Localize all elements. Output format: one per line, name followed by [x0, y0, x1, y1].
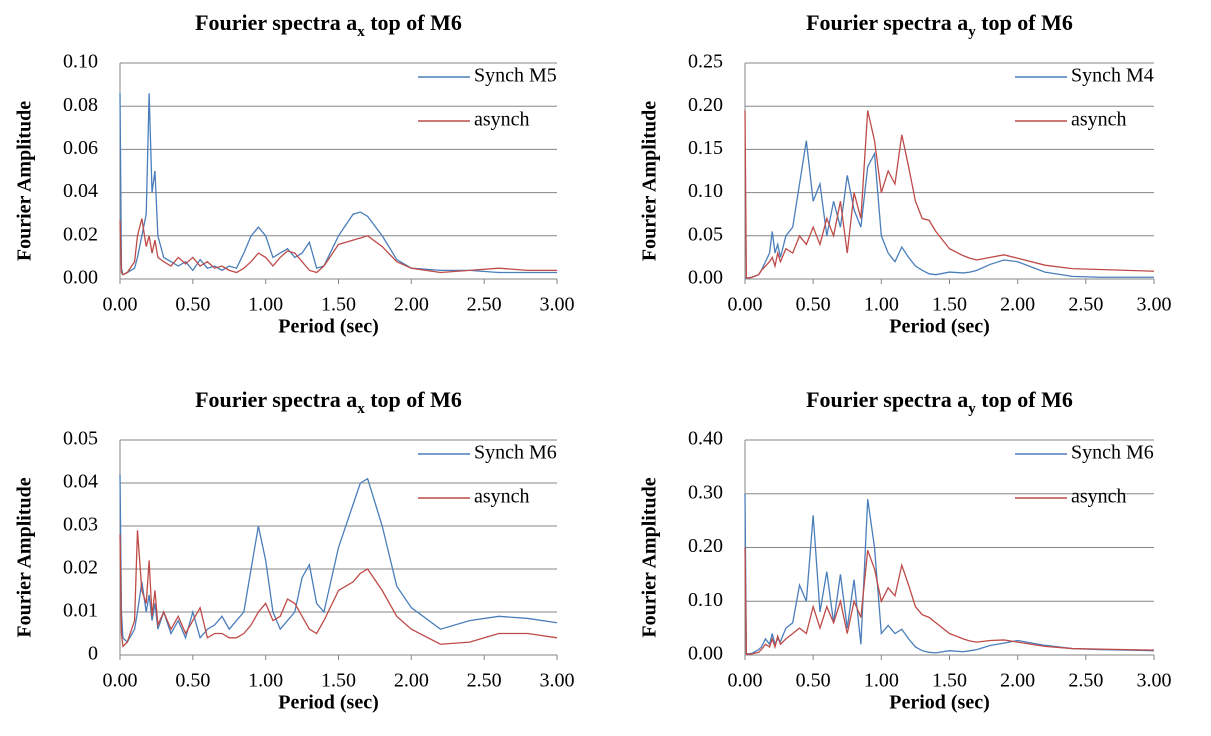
title-part: top of M6 — [976, 10, 1073, 35]
y-axis-label: Fourier Amplitude — [14, 477, 36, 637]
x-tick-label: 1.50 — [932, 670, 967, 692]
x-tick-label: 2.00 — [1000, 294, 1035, 316]
title-part: y — [968, 24, 976, 40]
y-tick-label: 0.06 — [63, 137, 98, 159]
series-line — [744, 110, 1155, 279]
x-tick-label: 0.00 — [103, 670, 138, 692]
series-line — [744, 547, 1155, 656]
y-tick-label: 0.40 — [688, 428, 723, 450]
y-tick-label: 0.10 — [688, 180, 723, 202]
x-tick-label: 2.00 — [394, 294, 429, 316]
x-tick-label: 3.00 — [540, 294, 575, 316]
title-part: x — [357, 24, 365, 40]
x-tick-label: 3.00 — [540, 670, 575, 692]
x-tick-label: 2.50 — [467, 294, 502, 316]
series-line — [744, 493, 1155, 655]
legend-label: asynch — [474, 109, 530, 131]
title-part: x — [357, 401, 365, 417]
y-tick-label: 0.25 — [688, 51, 723, 73]
y-axis-label: Fourier Amplitude — [639, 101, 661, 261]
series-line — [744, 140, 1154, 279]
title-part: Fourier spectra a — [806, 387, 968, 412]
legend-label: Synch M6 — [474, 442, 557, 464]
series-line — [119, 93, 557, 276]
title-part: y — [968, 401, 976, 417]
legend-label: Synch M5 — [474, 65, 557, 87]
chart-title: Fourier spectra ay top of M6 — [806, 10, 1073, 40]
y-axis-label: Fourier Amplitude — [639, 477, 661, 637]
y-tick-label: 0.15 — [688, 137, 723, 159]
chart-title: Fourier spectra ay top of M6 — [806, 387, 1073, 417]
y-tick-label: 0.02 — [63, 223, 98, 245]
x-tick-label: 1.50 — [932, 294, 967, 316]
x-tick-label: 2.00 — [1000, 670, 1035, 692]
y-tick-label: 0.00 — [63, 267, 98, 289]
y-tick-label: 0.05 — [688, 223, 723, 245]
legend-label: asynch — [1071, 109, 1127, 131]
chart-title: Fourier spectra ax top of M6 — [195, 10, 462, 40]
chart-title: Fourier spectra ax top of M6 — [195, 387, 462, 417]
x-tick-label: 3.00 — [1137, 294, 1172, 316]
y-tick-label: 0 — [88, 643, 98, 665]
x-tick-label: 0.00 — [103, 294, 138, 316]
x-tick-label: 0.00 — [728, 294, 763, 316]
y-tick-label: 0.00 — [688, 643, 723, 665]
x-tick-label: 0.50 — [175, 294, 210, 316]
series-line — [119, 218, 557, 276]
y-tick-label: 0.08 — [63, 94, 98, 116]
x-tick-label: 2.00 — [394, 670, 429, 692]
x-tick-label: 1.00 — [248, 294, 283, 316]
x-tick-label: 0.00 — [728, 670, 763, 692]
x-tick-label: 1.50 — [321, 294, 356, 316]
x-tick-label: 1.00 — [864, 294, 899, 316]
series-line — [119, 530, 558, 648]
y-axis-label: Fourier Amplitude — [14, 101, 36, 261]
series-line — [119, 474, 558, 644]
title-part: Fourier spectra a — [806, 10, 968, 35]
y-tick-label: 0.02 — [63, 557, 98, 579]
title-part: top of M6 — [365, 387, 462, 412]
x-axis-label: Period (sec) — [278, 692, 379, 714]
x-axis-label: Period (sec) — [278, 316, 379, 338]
x-tick-label: 1.00 — [864, 670, 899, 692]
y-tick-label: 0.10 — [688, 589, 723, 611]
x-tick-label: 2.50 — [1068, 670, 1103, 692]
legend-label: asynch — [474, 486, 530, 508]
title-part: top of M6 — [365, 10, 462, 35]
x-tick-label: 2.50 — [467, 670, 502, 692]
x-tick-label: 0.50 — [796, 670, 831, 692]
y-tick-label: 0.03 — [63, 514, 98, 536]
x-tick-label: 2.50 — [1068, 294, 1103, 316]
x-tick-label: 0.50 — [796, 294, 831, 316]
y-tick-label: 0.01 — [63, 600, 98, 622]
y-tick-label: 0.30 — [688, 481, 723, 503]
title-part: Fourier spectra a — [195, 10, 357, 35]
x-tick-label: 1.00 — [248, 670, 283, 692]
legend-label: asynch — [1071, 486, 1127, 508]
y-tick-label: 0.00 — [688, 267, 723, 289]
y-tick-label: 0.20 — [688, 535, 723, 557]
y-tick-label: 0.04 — [63, 471, 98, 493]
y-tick-label: 0.05 — [63, 428, 98, 450]
title-part: top of M6 — [976, 387, 1073, 412]
x-tick-label: 1.50 — [321, 670, 356, 692]
x-axis-label: Period (sec) — [889, 316, 990, 338]
x-tick-label: 0.50 — [175, 670, 210, 692]
y-tick-label: 0.20 — [688, 94, 723, 116]
x-axis-label: Period (sec) — [889, 692, 990, 714]
y-tick-label: 0.10 — [63, 51, 98, 73]
legend-label: Synch M6 — [1071, 442, 1154, 464]
legend-label: Synch M4 — [1071, 65, 1154, 87]
title-part: Fourier spectra a — [195, 387, 357, 412]
x-tick-label: 3.00 — [1137, 670, 1172, 692]
y-tick-label: 0.04 — [63, 180, 98, 202]
